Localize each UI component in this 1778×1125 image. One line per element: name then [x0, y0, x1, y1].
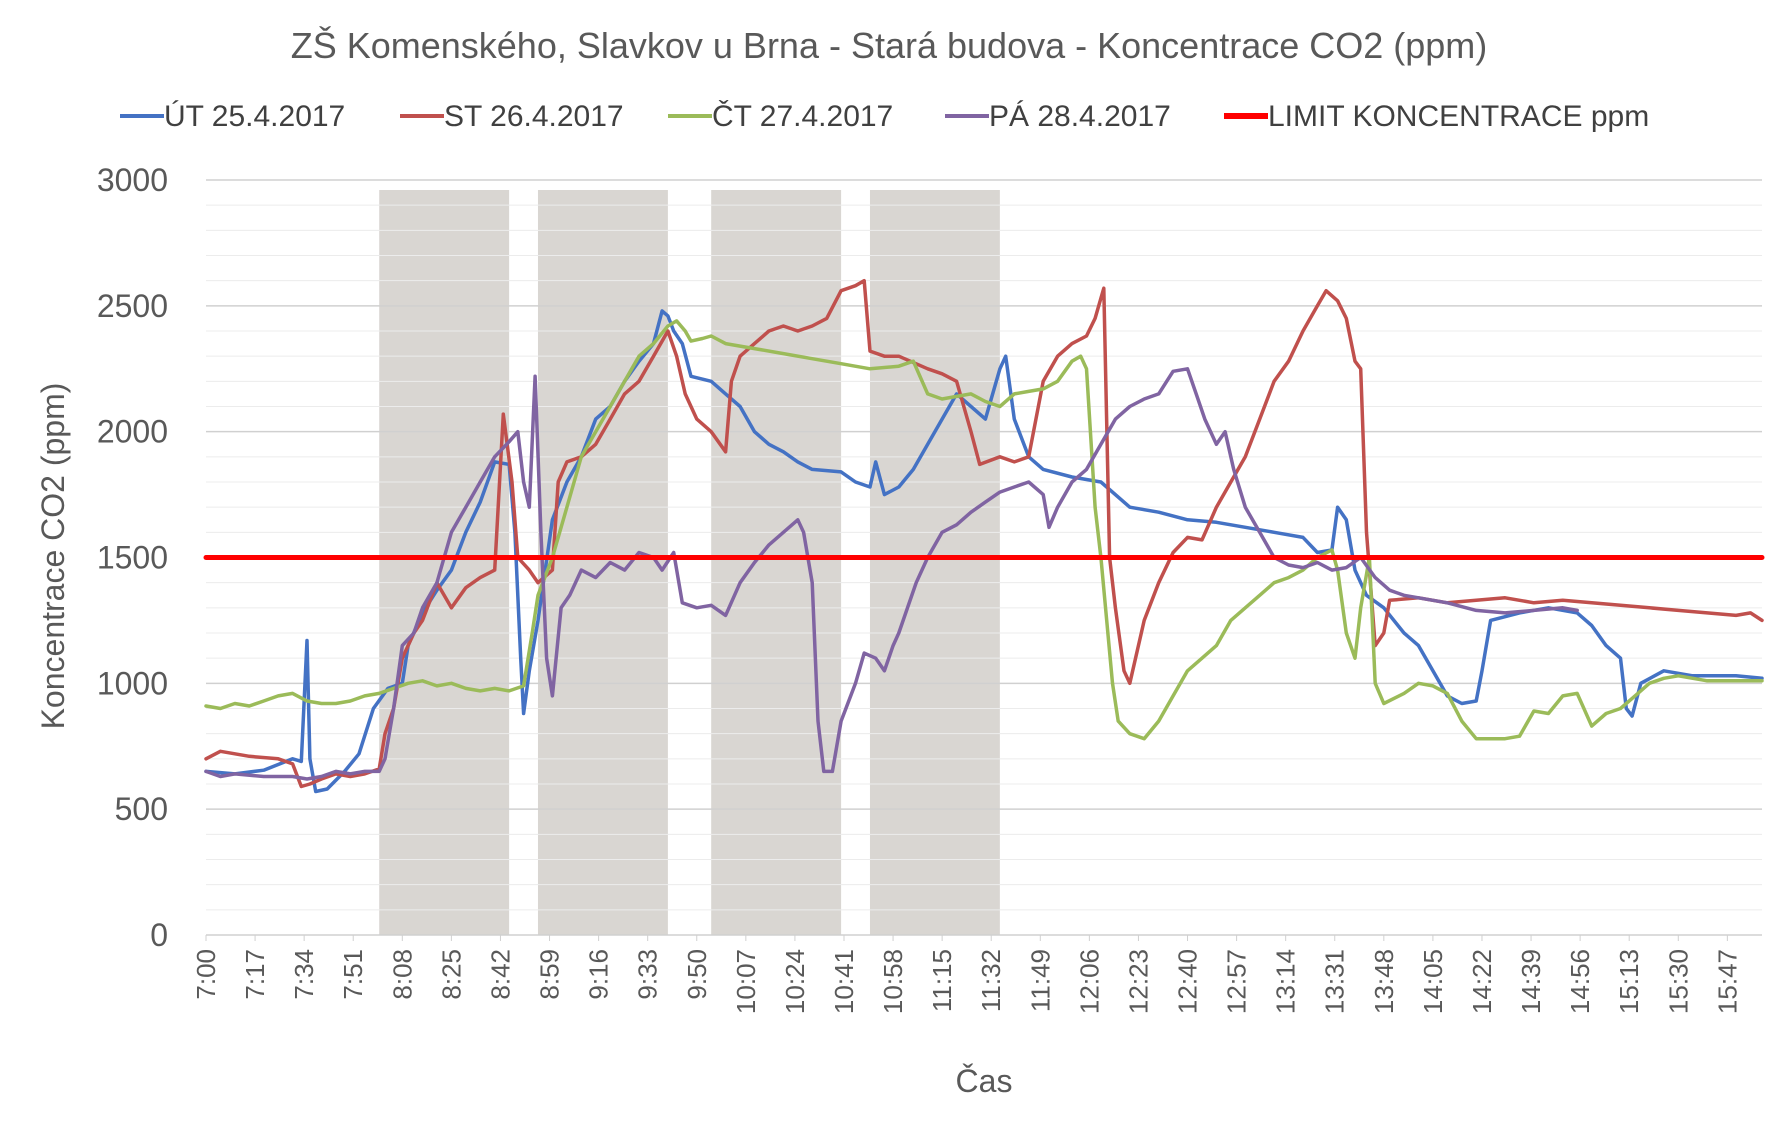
x-tick-label: 14:05 [1418, 949, 1448, 1014]
legend-label: ST 26.4.2017 [444, 100, 624, 133]
y-tick-label: 3000 [97, 162, 168, 198]
legend-label: LIMIT KONCENTRACE ppm [1268, 100, 1649, 133]
y-tick-label: 0 [150, 917, 168, 953]
class-period-3 [711, 190, 842, 935]
x-tick-label: 10:41 [829, 949, 859, 1014]
x-tick-label: 11:32 [976, 949, 1006, 1012]
x-tick-label: 9:16 [584, 949, 614, 1000]
x-tick-label: 15:47 [1712, 949, 1742, 1014]
x-tick-label: 8:42 [485, 949, 515, 1000]
legend-label: ČT 27.4.2017 [712, 99, 893, 133]
y-tick-label: 2500 [97, 288, 168, 324]
x-tick-label: 10:58 [878, 949, 908, 1014]
x-tick-label: 9:33 [633, 949, 663, 1000]
y-axis-ticks: 0 500 1000 1500 2000 2500 3000 [97, 162, 168, 953]
series-lines [203, 278, 1765, 794]
gridlines [206, 179, 1762, 936]
x-tick-label: 7:17 [240, 949, 270, 1000]
x-tick-label: 8:25 [436, 949, 466, 1000]
class-periods [379, 190, 1000, 935]
chart-title: ZŠ Komenského, Slavkov u Brna - Stará bu… [291, 25, 1488, 66]
x-axis-ticks: 7:00 7:17 7:34 7:51 8:08 8:25 8:42 8:59 9:16 9:33… [191, 935, 1742, 1014]
plot-area: 0 500 1000 1500 2000 2500 3000 7:00 7:17 7:34 7:5… [97, 162, 1765, 1014]
legend-label: PÁ 28.4.2017 [989, 100, 1171, 133]
x-tick-label: 13:31 [1320, 949, 1350, 1014]
class-period-2 [537, 190, 668, 935]
x-tick-label: 14:39 [1516, 949, 1546, 1014]
y-tick-label: 1500 [97, 540, 168, 576]
x-tick-label: 7:34 [289, 949, 319, 1000]
x-tick-label: 12:57 [1222, 949, 1252, 1014]
legend: ÚT 25.4.2017 ST 26.4.2017 ČT 27.4.2017 PÁ 2… [120, 99, 1649, 133]
x-tick-label: 11:49 [1025, 949, 1055, 1012]
x-tick-label: 15:13 [1614, 949, 1644, 1014]
x-tick-label: 10:24 [780, 949, 810, 1014]
x-tick-label: 8:59 [535, 949, 565, 1000]
x-tick-label: 7:00 [191, 949, 221, 1000]
x-tick-label: 13:14 [1271, 949, 1301, 1014]
series-line-3 [204, 319, 1764, 741]
y-tick-label: 500 [115, 791, 168, 827]
x-tick-label: 11:15 [927, 949, 957, 1012]
x-tick-label: 14:22 [1467, 949, 1497, 1014]
x-tick-label: 10:07 [731, 949, 761, 1014]
y-tick-label: 1000 [97, 665, 168, 701]
series-line-4 [204, 367, 1579, 781]
x-tick-label: 15:30 [1663, 949, 1693, 1014]
x-tick-label: 12:40 [1173, 949, 1203, 1014]
y-tick-label: 2000 [97, 414, 168, 450]
class-period-4 [869, 190, 1000, 935]
y-axis-title: Koncentrace CO2 (ppm) [35, 383, 71, 730]
series-line-2 [204, 278, 1764, 789]
x-tick-label: 9:50 [682, 949, 712, 1000]
x-tick-label: 12:06 [1074, 949, 1104, 1014]
x-tick-label: 12:23 [1123, 949, 1153, 1014]
x-tick-label: 13:48 [1369, 949, 1399, 1014]
x-axis-title: Čas [956, 1063, 1013, 1099]
x-tick-label: 7:51 [338, 949, 368, 1000]
x-tick-label: 14:56 [1565, 949, 1595, 1014]
x-tick-label: 8:08 [387, 949, 417, 1000]
legend-label: ÚT 25.4.2017 [164, 100, 345, 133]
